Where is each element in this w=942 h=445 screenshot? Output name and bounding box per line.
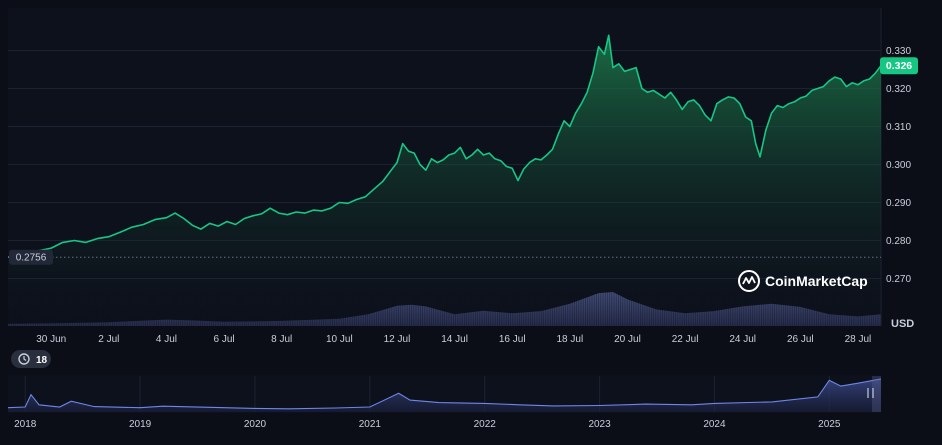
y-tick-label: 0.270 <box>886 274 911 285</box>
y-tick-label: 0.330 <box>886 46 911 57</box>
x-axis-ticks: 30 Jun 2 Jul 4 Jul 6 Jul 8 Jul 10 Jul 12 Jul 14… <box>36 334 871 345</box>
history-icon <box>18 353 30 365</box>
x-tick-label: 18 Jul <box>556 334 583 345</box>
year-tick-label: 2023 <box>588 419 611 430</box>
current-price-label: 0.326 <box>886 60 912 72</box>
y-tick-label: 0.300 <box>886 160 911 171</box>
coinmarketcap-watermark: CoinMarketCap <box>738 270 868 292</box>
x-tick-label: 26 Jul <box>787 334 814 345</box>
x-tick-label: 30 Jun <box>36 334 66 345</box>
coinmarketcap-logo-mark <box>742 276 756 285</box>
price-line <box>7 34 882 258</box>
x-tick-label: 14 Jul <box>441 334 468 345</box>
x-tick-label: 2 Jul <box>98 334 119 345</box>
year-tick-label: 2018 <box>14 419 37 430</box>
zoom-badge-label: 18 <box>36 355 48 366</box>
x-tick-label: 28 Jul <box>845 334 872 345</box>
x-tick-label: 12 Jul <box>384 334 411 345</box>
y-tick-label: 0.320 <box>886 84 911 95</box>
quote-unit-label: USD <box>891 318 914 330</box>
year-tick-label: 2019 <box>129 419 152 430</box>
start-price-label: 0.2756 <box>16 253 47 264</box>
year-tick-label: 2022 <box>474 419 497 430</box>
x-tick-label: 20 Jul <box>614 334 641 345</box>
x-tick-label: 10 Jul <box>326 334 353 345</box>
navigator-line <box>7 378 882 410</box>
y-tick-label: 0.310 <box>886 122 911 133</box>
x-tick-label: 22 Jul <box>672 334 699 345</box>
y-tick-label: 0.280 <box>886 236 911 247</box>
navigator-series <box>7 378 882 412</box>
start-price-badge <box>9 249 53 265</box>
y-tick-label: 0.290 <box>886 198 911 209</box>
year-tick-label: 2024 <box>703 419 726 430</box>
navigator-area <box>8 378 881 412</box>
x-tick-label: 6 Jul <box>214 334 235 345</box>
x-tick-label: 8 Jul <box>271 334 292 345</box>
year-tick-label: 2020 <box>244 419 267 430</box>
x-tick-label: 16 Jul <box>499 334 526 345</box>
navigator-selection[interactable] <box>872 376 881 412</box>
x-tick-label: 24 Jul <box>729 334 756 345</box>
y-axis-ticks: 0.330 0.320 0.310 0.300 0.290 0.280 0.270 <box>886 46 911 285</box>
price-series <box>7 34 882 327</box>
zoom-badge[interactable]: 18 <box>11 350 51 368</box>
year-tick-label: 2025 <box>818 419 841 430</box>
brand-label: CoinMarketCap <box>765 273 868 289</box>
navigator-handle[interactable] <box>867 388 874 398</box>
navigator-year-ticks: 2018 2019 2020 2021 2022 2023 2024 2025 <box>14 419 841 430</box>
coinmarketcap-logo-icon <box>738 270 760 292</box>
current-price-badge <box>880 57 918 75</box>
price-area <box>8 35 881 327</box>
x-tick-label: 4 Jul <box>156 334 177 345</box>
year-tick-label: 2021 <box>359 419 382 430</box>
